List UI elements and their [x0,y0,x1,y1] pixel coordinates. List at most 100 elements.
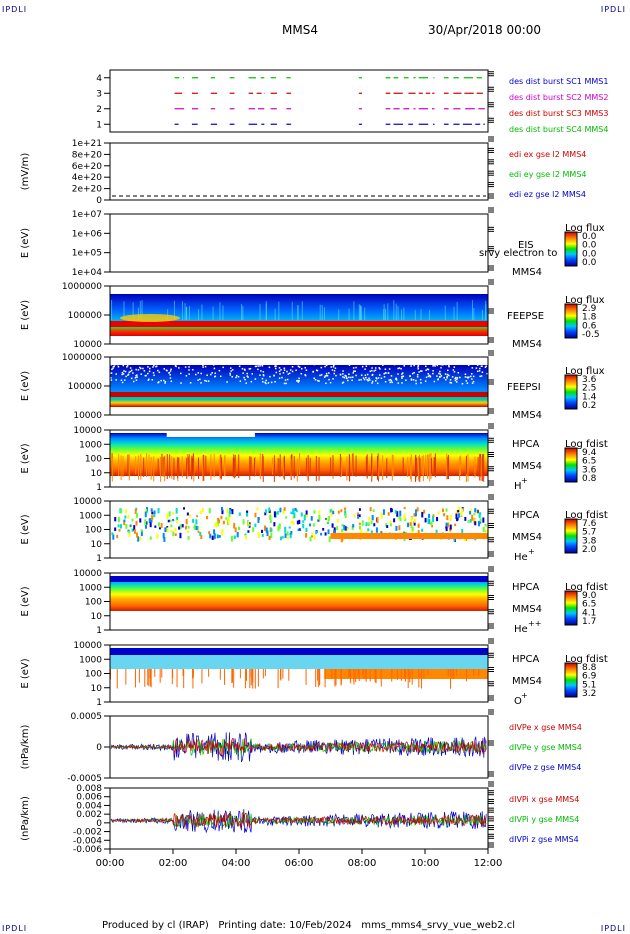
feepsi-panel-speckle [478,370,481,372]
feepsi-panel-speckle [374,367,377,369]
feepsi-panel-speckle [169,370,172,372]
hpca-he1-panel-pixel [467,519,470,523]
feepsi-panel-speckle [274,381,276,383]
hpca-he1-panel-pixel [336,526,339,531]
hpca-he1-panel-pixel [279,507,282,513]
hpca-he1-panel-pixel [213,529,216,534]
hpca-he1-panel-ylabel: E (eV) [20,514,31,544]
feepsi-panel-colorbar-title: Log flux [565,366,605,377]
feepsi-panel-speckle [420,370,422,372]
hpca-he1-panel-pixel [261,533,264,537]
hpca-h-panel-colorbar [564,447,578,483]
feepsi-panel-speckle [197,372,200,374]
hpca-he1-panel-pixel [282,509,285,514]
feepsi-panel-speckle [121,373,123,376]
hpca-he1-panel-pixel [256,507,259,511]
feepsi-panel-speckle [360,374,363,376]
hpca-he1-panel-pixel [469,508,472,511]
hpca-o-panel-low-band [324,669,488,679]
hpca-he1-panel-pixel [213,533,216,539]
feepsi-panel-speckle [383,373,385,375]
hpca-he1-panel-pixel [380,512,383,519]
feepsi-panel-speckle [410,378,413,380]
divpe-panel-ylabel: (nPa/km) [20,725,31,770]
hpca-he1-panel-pixel [192,519,195,523]
hpca-he1-panel-pixel [123,519,126,523]
feepsi-panel-speckle [281,376,283,379]
feepsi-panel-speckle [389,378,392,381]
hpca-o-panel-species: O [514,696,522,707]
burst-panel-legend-3: des dist burst SC3 MMS3 [509,109,608,118]
hpca-he1-panel-pixel [449,514,452,521]
hpca-he1-panel-pixel [220,515,223,520]
hpca-he1-panel-pixel [445,508,448,512]
feepsi-panel-speckle [296,379,299,382]
feepsi-panel-speckle [206,374,208,376]
feepsi-panel-speckle [445,379,447,381]
feepsi-panel-speckle [366,373,369,376]
hpca-he1-panel-pixel [208,507,211,514]
feepsi-panel-speckle [454,377,456,380]
hpca-he2-panel-ytick-label: 10 [91,612,103,622]
hpca-o-panel-ytick-label: 1000 [79,655,102,665]
feepsi-panel-speckle [342,381,345,384]
feepsi-panel-colorbar-tick: 0.2 [582,401,596,411]
feepsi-panel-colorbar-tick: 1.4 [582,392,597,402]
hpca-he2-panel-colorbar-tick: 4.1 [582,608,596,618]
hpca-he1-panel-pixel [236,531,239,538]
feepsi-panel-speckle [394,378,397,380]
hpca-he1-panel-pixel [145,521,148,525]
feepsi-panel-speckle [259,365,261,367]
feepsi-panel-speckle [245,382,248,384]
feepsi-panel-speckle [409,375,411,377]
divpi-panel-ytick-label: -0.006 [73,845,102,855]
hpca-he1-panel-pixel [151,511,154,515]
feepsi-panel-speckle [442,364,444,366]
feepsi-panel-speckle [152,366,154,368]
hpca-he1-panel-pixel [322,528,325,531]
hpca-he1-panel-pixel [461,528,464,534]
divpe-panel-series-1 [110,737,487,757]
feepse-panel-colorbar [564,303,578,339]
feepsi-panel-speckle [157,369,159,372]
feepsi-panel-speckle [446,373,449,376]
feepsi-panel-speckle [402,375,405,378]
feepsi-panel-speckle [180,382,182,384]
footer-line: Produced by cl (IRAP) Printing date: 10/… [102,920,515,931]
feepsi-panel-speckle [200,382,202,384]
hpca-o-panel-ytick-label: 100 [85,670,102,680]
divpe-panel-legend-3: dIVPe z gse MMS4 [509,763,581,772]
feepsi-panel-speckle [231,369,234,371]
feepsi-panel-speckle [361,365,364,368]
feepsi-panel-speckle [328,378,330,381]
hpca-he1-panel-pixel [246,510,249,517]
feepsi-panel-speckle [460,361,462,363]
feepsi-panel-speckle [255,365,258,368]
hpca-he1-panel-pixel [442,508,445,512]
feepsi-panel-spectrogram [110,365,488,407]
feepsi-panel-speckle [368,379,371,381]
feepsi-panel-speckle [452,362,454,364]
hpca-he1-panel-pixel [215,523,218,528]
feepsi-panel-speckle [446,377,448,379]
hpca-he1-panel-pixel [154,525,157,528]
feepsi-panel-speckle [448,365,450,367]
feepsi-panel-speckle [195,373,197,376]
feepsi-panel-speckle [169,374,171,376]
feepsi-panel-speckle [298,380,300,382]
hpca-he1-panel-pixel [477,520,480,527]
hpca-he1-panel-pixel [114,527,117,532]
divpi-panel-ytick-label: 0.004 [76,801,102,811]
feepsi-panel-speckle [339,374,342,376]
hpca-he1-panel-pixel [305,514,308,518]
feepsi-panel-speckle [369,370,372,373]
feepsi-panel-speckle [168,371,171,374]
hpca-he1-panel-pixel [225,517,228,520]
hpca-he1-panel-pixel [298,519,301,525]
feepsi-panel-speckle [157,362,159,364]
feepsi-panel-speckle [424,380,427,382]
hpca-he1-panel-pixel [333,530,336,535]
hpca-he1-panel-pixel [254,512,257,518]
feepsi-panel-speckle [375,377,378,380]
